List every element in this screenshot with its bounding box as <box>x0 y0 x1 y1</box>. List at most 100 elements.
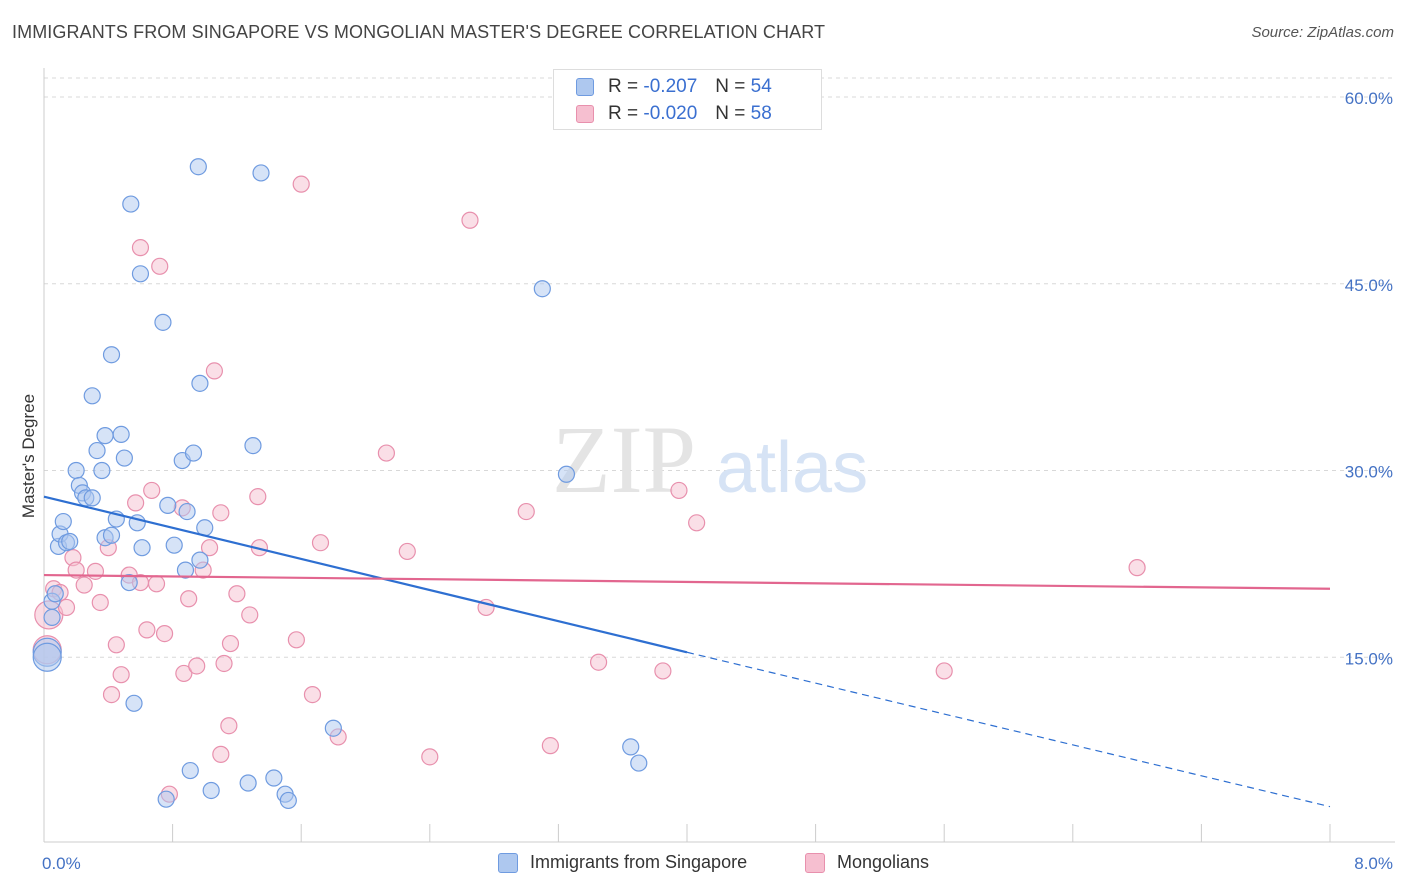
mongolians-point <box>688 514 706 532</box>
mongolians-point <box>398 542 416 561</box>
singapore-point <box>157 790 175 808</box>
legend-r-label: R = <box>608 103 639 124</box>
singapore-point <box>324 719 342 737</box>
mongolians-point <box>205 362 223 380</box>
legend-item-mongolians: Mongolians <box>805 852 929 873</box>
singapore-point <box>239 774 257 792</box>
mongolians-point <box>107 636 125 654</box>
singapore-point <box>178 502 196 521</box>
pink-swatch-icon <box>805 852 825 873</box>
singapore-point <box>131 265 150 283</box>
singapore-point <box>279 791 297 810</box>
mongolians-point <box>143 481 161 500</box>
singapore-point <box>88 441 106 460</box>
singapore-trendline <box>43 495 688 654</box>
singapore-point <box>189 158 207 176</box>
singapore-point <box>191 374 209 392</box>
singapore-point <box>184 444 203 462</box>
singapore-point <box>622 738 640 756</box>
singapore-point <box>120 573 138 592</box>
legend-label-mongolians: Mongolians <box>837 852 930 872</box>
singapore-point <box>133 539 151 557</box>
singapore-point <box>176 561 195 579</box>
singapore-point <box>125 694 143 712</box>
mongolians-point <box>292 175 310 193</box>
watermark-atlas: atlas <box>716 428 868 508</box>
singapore-point <box>67 461 85 480</box>
singapore-trendline-extension <box>686 651 1331 808</box>
mongolians-point <box>147 575 166 593</box>
legend-n-value: 54 <box>750 76 772 97</box>
mongolians-point <box>155 624 174 643</box>
singapore-point <box>102 526 121 544</box>
singapore-point <box>165 536 183 554</box>
mongolians-point <box>86 562 105 580</box>
singapore-point <box>102 346 121 364</box>
singapore-point <box>244 437 262 455</box>
x-tick-label-max: 8.0% <box>1354 854 1393 873</box>
mongolians-point <box>935 662 953 680</box>
mongolians-point <box>589 653 608 671</box>
singapore-point <box>202 781 220 800</box>
singapore-point <box>112 425 130 443</box>
mongolians-point <box>215 654 233 673</box>
legend-n-value: 58 <box>750 103 772 124</box>
legend-r-value: -0.207 <box>643 76 698 97</box>
mongolians-point <box>188 657 206 675</box>
mongolians-point <box>228 585 246 603</box>
mongolians-point <box>287 631 305 649</box>
y-tick-label: 15.0% <box>1345 649 1393 668</box>
singapore-point <box>159 496 177 514</box>
singapore-point <box>115 449 133 467</box>
mongolians-point <box>151 257 169 275</box>
mongolians-point <box>220 717 238 735</box>
source-label: Source: ZipAtlas.com <box>1251 24 1394 41</box>
mongolians-point <box>670 481 688 500</box>
trendlines <box>43 495 1331 808</box>
singapore-point <box>252 164 270 182</box>
mongolians-trendline <box>43 573 1331 590</box>
chart-title: IMMIGRANTS FROM SINGAPORE VS MONGOLIAN M… <box>12 22 826 42</box>
legend-r-label: R = <box>608 76 639 97</box>
singapore-point <box>54 512 72 531</box>
mongolians-point <box>112 666 130 684</box>
legend-item-singapore: Immigrants from Singapore <box>498 852 747 873</box>
singapore-point <box>96 427 114 445</box>
x-tick-label-min: 0.0% <box>42 854 81 873</box>
mongolians-point <box>91 593 109 612</box>
mongolians-point <box>311 534 330 552</box>
singapore-point <box>533 280 551 298</box>
blue-swatch-icon <box>576 78 594 96</box>
singapore-point <box>61 532 79 551</box>
mongolians-point <box>377 444 395 462</box>
singapore-point <box>122 195 140 213</box>
singapore-point <box>630 754 648 772</box>
y-tick-label: 45.0% <box>1345 276 1393 295</box>
mongolians-point <box>57 598 76 617</box>
mongolians-point <box>541 737 559 755</box>
mongolians-point <box>303 685 322 704</box>
blue-swatch-icon <box>498 852 518 873</box>
singapore-point <box>265 769 283 787</box>
mongolians-point <box>221 634 240 653</box>
mongolians-point <box>131 239 150 257</box>
singapore-point <box>181 761 199 780</box>
mongolians-point <box>102 685 121 704</box>
mongolians-point <box>241 606 259 624</box>
mongolians-point <box>127 494 145 512</box>
mongolians-point <box>175 664 193 683</box>
mongolians-point <box>75 576 93 594</box>
legend-label-singapore: Immigrants from Singapore <box>530 852 748 872</box>
singapore-point <box>93 461 111 480</box>
y-axis-title: Master's Degree <box>19 394 38 518</box>
singapore-points <box>32 158 648 810</box>
mongolians-point <box>67 561 85 579</box>
legend-row-singapore: R = -0.207 N = 54 <box>576 75 772 99</box>
mongolians-point <box>461 211 479 229</box>
mongolians-point <box>138 621 156 639</box>
legend-n-label: N = <box>715 76 746 97</box>
singapore-point <box>191 551 209 569</box>
singapore-point <box>557 465 576 483</box>
mongolians-point <box>517 502 535 521</box>
